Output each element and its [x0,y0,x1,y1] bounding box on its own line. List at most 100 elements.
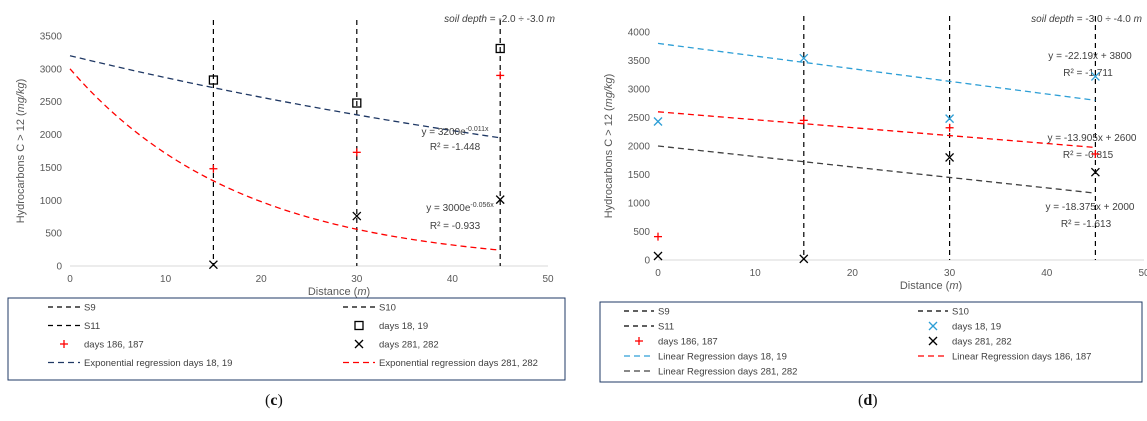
chart-c-series-1 [208,43,505,108]
chart-d-series-3 [653,152,1100,264]
chart-c-legend-swatch [354,320,364,331]
chart-c-data-point [496,71,505,80]
chart-d-y-tick-label: 0 [644,256,650,267]
chart-d-trendline-r2: R² = -1.613 [1061,219,1112,230]
chart-d-trendline-r2: R² = -1.711 [1063,68,1113,79]
chart-d-legend-label: days 18, 19 [952,322,1001,333]
chart-d-trendline-equation: y = -13.905x + 2600 [1048,133,1137,144]
chart-d-data-point-b [653,251,663,261]
chart-d-x-tick-label: 50 [1138,268,1147,279]
chart-c-trendline-r2: R² = -0.933 [430,221,481,232]
chart-d-x-axis-title: Distance (m) [900,280,962,292]
chart-c-data-point-b [208,260,218,270]
chart-c-x-tick-label: 10 [160,274,172,285]
chart-c-legend-frame [7,297,566,381]
chart-d-y-tick-label: 500 [633,227,650,238]
chart-c-legend-swatch-b [354,339,364,349]
chart-d-legend-label: Linear Regression days 281, 282 [658,367,797,378]
chart-c-legend: S9 S10 S11 days 18, 19 days 186, 187 days 281… [7,297,566,381]
chart-d-trendline-1 [657,42,1096,101]
chart-d-data-point [1090,167,1100,177]
chart-d-trendline-equation: y = -22.19x + 3800 [1048,51,1132,62]
chart-d-data-point [799,116,808,125]
chart-c-y-tick-label: 1000 [40,196,63,207]
chart-d-legend-swatch-b [928,336,938,346]
chart-d-data-point [1090,72,1100,81]
chart-c-trendline-equation: y = 3000e-0.056x [426,202,494,214]
chart-d-x-tick-label: 20 [847,268,859,279]
chart-d-data-point [653,251,663,261]
chart-d-y-tick-label: 3000 [628,85,651,96]
chart-c-y-tick-label: 2500 [40,97,63,108]
chart-d-y-tick-label: 2500 [628,113,651,124]
chart-d-data-point [654,232,662,241]
chart-panel-d: 0 500 1000 1500 2000 2500 3000 3500 4000 0 10 20 30 4… [590,0,1147,421]
chart-d-series-1 [653,53,1100,126]
chart-d-legend-swatch [928,336,938,346]
chart-c-data-point [209,164,218,173]
chart-c-legend-label: Exponential regression days 18, 19 [84,358,232,369]
chart-d-data-point-b [945,114,955,124]
chart-c-data-point [208,75,219,85]
chart-d-legend-frame [599,301,1143,383]
chart-d-legend-label: days 186, 187 [658,337,718,348]
chart-c-y-tick-label: 500 [45,229,62,240]
chart-d-trendline-equation: y = -18.375x + 2000 [1046,202,1135,213]
chart-c-data-point [352,211,362,221]
chart-c-legend-swatch [60,340,68,348]
chart-c-y-tick-label: 3000 [40,64,63,75]
chart-c-soil-depth-note: soil depth = -2.0 ÷ -3.0 m [444,14,555,25]
chart-c-data-point [208,260,218,270]
chart-d-legend-swatch-b [928,321,938,331]
chart-d-legend-label: Linear Regression days 186, 187 [952,352,1091,363]
chart-c-legend-label: S10 [379,303,396,314]
chart-c-trendline-equation: y = 3200e-0.011x [421,126,489,138]
chart-c-legend-label: days 18, 19 [379,321,428,332]
chart-d-data-point-b [1090,72,1100,81]
chart-c-x-tick-label: 50 [542,274,554,285]
chart-d-x-tick-label: 10 [750,268,762,279]
chart-d-series-2 [654,116,1100,241]
chart-d-data-point-b [799,53,809,63]
chart-d-soil-depth-note: soil depth = -3.0 ÷ -4.0 m [1031,14,1142,25]
chart-d-y-tick-label: 1500 [628,170,651,181]
chart-d-legend: S9 S10 S11 days 18, 19 days 186, 187 days 281… [599,301,1143,383]
chart-d-y-axis-title: Hydrocarbons C > 12 (mg/kg) [603,74,615,219]
chart-c-y-axis-title: Hydrocarbons C > 12 (mg/kg) [15,79,27,224]
chart-panel-c: 0 500 1000 1500 2000 2500 3000 3500 0 10 20 30 40 50 D… [0,0,570,421]
chart-c-data-point-b [495,195,505,205]
chart-d-legend-label: days 281, 282 [952,337,1012,348]
chart-d-data-point-b [799,254,809,264]
chart-d-legend-swatch [928,321,938,331]
chart-c-y-tick-label: 2000 [40,130,63,141]
chart-c-legend-swatch [354,339,364,349]
chart-c-legend-label: days 281, 282 [379,340,439,351]
chart-d-legend-label: S10 [952,307,969,318]
chart-d-trendline-3 [657,145,1096,194]
chart-d-y-tick-label: 1000 [628,199,651,210]
chart-c-legend-label: S11 [84,321,100,332]
chart-c-y-tick-label: 0 [56,262,62,273]
chart-d-x-tick-label: 0 [655,268,661,279]
chart-c-x-tick-label: 30 [351,274,363,285]
chart-d-data-point [945,152,955,162]
panel-caption-c: (c) [265,392,283,409]
chart-c-legend-label: Exponential regression days 281, 282 [379,358,538,369]
chart-c-x-tick-label: 40 [447,274,459,285]
chart-c-x-tick-label: 20 [256,274,268,285]
chart-c-svg: 0 500 1000 1500 2000 2500 3000 3500 0 10 20 30 40 50 D… [7,14,566,381]
panel-caption-d: (d) [858,392,878,409]
chart-c-data-point [352,98,362,108]
chart-d-y-tick-label: 3500 [628,56,651,67]
chart-d-x-tick-label: 40 [1041,268,1053,279]
chart-d-legend-swatch [635,337,643,345]
chart-d-data-point [653,117,663,126]
chart-d-y-tick-label: 2000 [628,142,651,153]
chart-d-data-point [799,53,809,63]
chart-d-trendline-r2: R² = -0.815 [1063,150,1114,161]
chart-d-y-tick-label: 4000 [628,28,651,39]
chart-d-legend-label: S9 [658,307,670,318]
chart-c-trendline-2 [69,68,501,251]
chart-d-legend-label: Linear Regression days 18, 19 [658,352,787,363]
chart-d-data-point [945,123,954,132]
